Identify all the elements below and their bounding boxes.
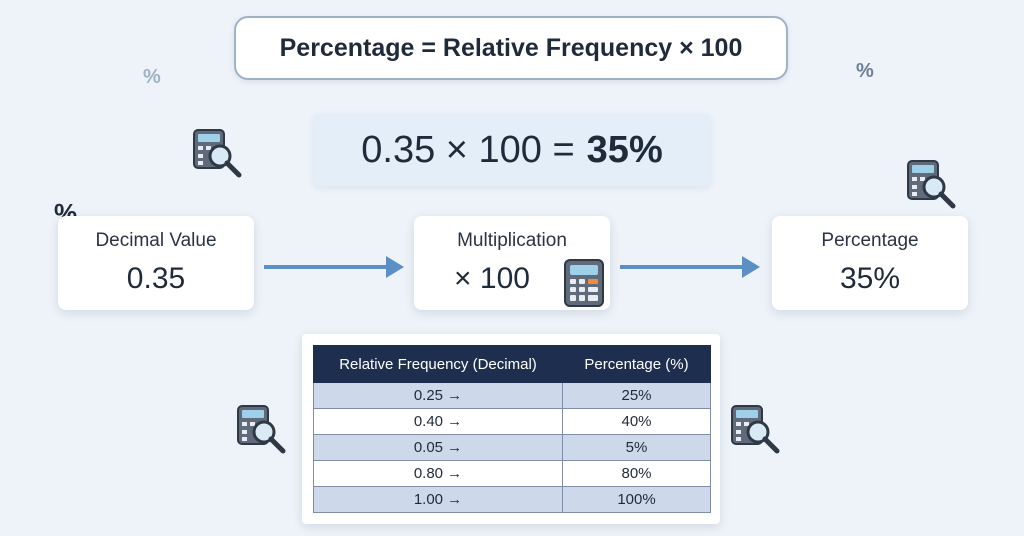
multiplication-card-value: × 100 [454,262,530,295]
table-row: 0.40 → 40% [313,408,711,435]
conversion-table-card: Relative Frequency (Decimal) Percentage … [302,334,720,524]
header-relative-frequency: Relative Frequency (Decimal) [313,345,563,383]
decimal-card-value: 0.35 [126,262,186,295]
decimal-cell: 1.00 → [313,486,563,513]
flow-arrow-1 [264,256,404,278]
example-equation: 0.35 × 100 = 35% [314,114,710,186]
table-row: 0.25 → 25% [313,382,711,409]
calculator-magnifier-icon [237,405,286,454]
percent-cell: 40% [562,408,711,435]
table-row: 1.00 → 100% [313,486,711,513]
table-row: 0.80 → 80% [313,460,711,487]
flow-arrow-2 [620,256,760,278]
example-result: 35% [586,128,663,171]
calculator-icon [564,259,604,307]
decimal-cell: 0.05 → [313,434,563,461]
percent-cell: 100% [562,486,711,513]
decimal-card-title: Decimal Value [95,230,217,251]
decimal-cell: 0.80 → [313,460,563,487]
calculator-magnifier-icon [907,160,956,209]
table-row: 0.05 → 5% [313,434,711,461]
percent-decoration-1: % [143,66,161,88]
example-left: 0.35 × 100 = [361,128,575,171]
decimal-cell: 0.40 → [313,408,563,435]
percent-cell: 80% [562,460,711,487]
percentage-card-title: Percentage [821,230,919,251]
percentage-card-value: 35% [839,262,901,295]
percentage-card: Percentage 35% [772,216,968,310]
percent-cell: 5% [562,434,711,461]
header-percentage: Percentage (%) [562,345,711,383]
conversion-table: Relative Frequency (Decimal) Percentage … [313,345,711,513]
percent-cell: 25% [562,382,711,409]
formula-box: Percentage = Relative Frequency × 100 [234,16,788,80]
decimal-cell: 0.25 → [313,382,563,409]
formula-text: Percentage = Relative Frequency × 100 [279,33,743,62]
percent-decoration-2: % [856,60,874,82]
calculator-magnifier-icon [731,405,780,454]
decimal-value-card: Decimal Value 0.35 [58,216,254,310]
multiplication-card-title: Multiplication [457,230,567,251]
table-header-row: Relative Frequency (Decimal) Percentage … [313,345,711,383]
calculator-magnifier-icon [193,129,242,178]
